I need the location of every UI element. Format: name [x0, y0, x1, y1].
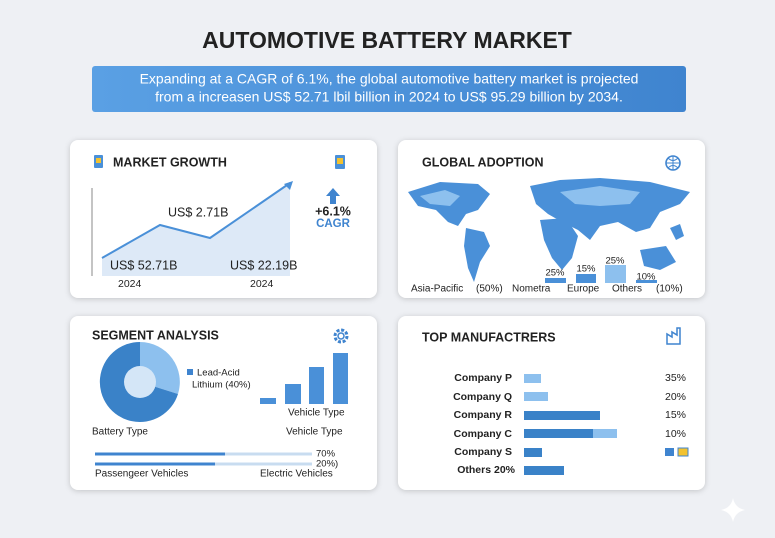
progress-label: 70%	[316, 449, 336, 460]
area	[102, 183, 290, 276]
card-title: SEGMENT ANALYSIS	[92, 328, 219, 342]
icon	[337, 158, 343, 164]
trend-line	[101, 182, 291, 259]
bar	[524, 466, 564, 475]
bar-label: 10%	[636, 272, 656, 283]
donut-hole	[124, 366, 156, 398]
gear-icon	[333, 328, 349, 344]
row-label: Company C	[454, 428, 513, 440]
bar	[636, 280, 657, 283]
title: AUTOMOTIVE BATTERY MARKET	[202, 27, 572, 53]
card	[398, 316, 705, 490]
world-map	[408, 178, 690, 282]
region: (50%)	[476, 284, 503, 295]
row-label: Company R	[454, 409, 513, 421]
row-label: Others 20%	[457, 464, 515, 476]
bar-label: 15%	[576, 264, 596, 275]
bar-label: 25%	[545, 268, 565, 279]
caption: Vehicle Type	[286, 427, 343, 438]
bar	[593, 429, 617, 438]
region: (10%)	[656, 284, 683, 295]
bar	[545, 278, 566, 283]
caption: Electric Vehicles	[260, 469, 333, 480]
region: Asia-Pacific	[411, 284, 463, 295]
arrow	[284, 181, 293, 190]
caption: Vehicle Type	[288, 408, 345, 419]
bar	[576, 274, 596, 283]
gear-icon	[337, 332, 345, 340]
legend-text: Lithium (40%)	[192, 380, 251, 391]
label: US$ 52.71B	[110, 258, 177, 272]
bar	[605, 265, 626, 283]
icon	[96, 158, 101, 163]
label: US$ 2.71B	[168, 205, 228, 219]
row-label: Company S	[454, 446, 512, 458]
cagr-label: CAGR	[316, 218, 351, 230]
year: 2024	[118, 278, 142, 290]
banner	[92, 66, 686, 112]
region: Europe	[567, 284, 600, 295]
icon	[677, 447, 689, 457]
row-label: Company Q	[453, 391, 512, 403]
label: US$ 22.19B	[230, 258, 297, 272]
row-value: 20%	[665, 391, 686, 403]
bar	[260, 398, 276, 404]
bar	[524, 429, 593, 438]
card-title: MARKET GROWTH	[113, 155, 227, 169]
progress-label: 20%)	[316, 459, 338, 470]
bar	[524, 411, 600, 420]
row-value: 35%	[665, 372, 686, 384]
caption: Passengeer Vehicles	[95, 469, 188, 480]
bar	[524, 374, 541, 383]
bar	[333, 353, 348, 404]
icon	[665, 448, 674, 456]
card-title: GLOBAL ADOPTION	[422, 155, 544, 169]
year: 2024	[250, 278, 274, 290]
globe-icon	[666, 156, 680, 170]
bar	[309, 367, 324, 404]
bar-label: 25%	[605, 256, 625, 267]
legend-text: Lead-Acid	[197, 368, 240, 379]
region: Nometra	[512, 284, 551, 295]
cagr-value: +6.1%	[315, 204, 351, 218]
row-value: 10%	[665, 428, 686, 440]
banner-text: from a increasen US$ 52.71 lbil billion …	[155, 89, 623, 105]
bar	[524, 448, 542, 457]
card-title: TOP MANUFACTRERS	[422, 330, 556, 344]
factory-icon	[666, 327, 681, 345]
row-value: 15%	[665, 409, 686, 421]
region: Others	[612, 284, 642, 295]
bar	[285, 384, 301, 404]
bar	[524, 392, 548, 401]
legend-swatch	[187, 369, 193, 375]
arrow	[326, 188, 340, 204]
row-label: Company P	[454, 372, 512, 384]
sparkle	[721, 498, 745, 522]
caption: Battery Type	[92, 427, 148, 438]
banner-text: Expanding at a CAGR of 6.1%, the global …	[140, 71, 639, 87]
